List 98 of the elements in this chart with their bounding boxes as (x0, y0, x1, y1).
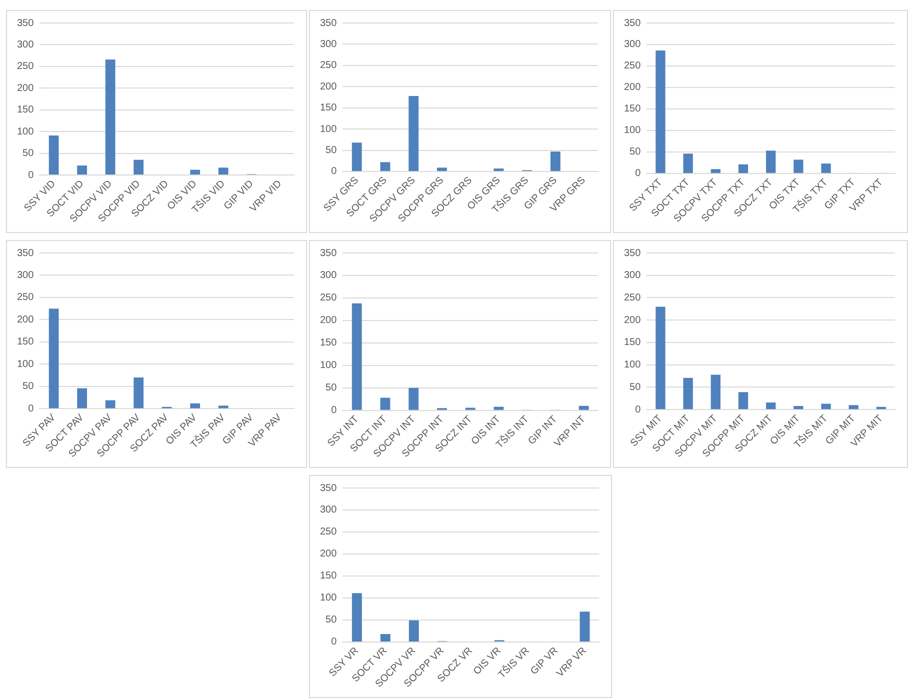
y-tick-label: 300 (320, 270, 338, 282)
y-tick-label: 150 (320, 102, 338, 114)
bar (683, 378, 693, 410)
y-tick-label: 350 (624, 248, 642, 259)
bar (408, 96, 419, 171)
y-tick-label: 100 (16, 358, 34, 370)
y-tick-label: 250 (624, 60, 642, 72)
bar (134, 378, 144, 408)
bar (738, 164, 748, 173)
y-tick-label: 200 (320, 81, 338, 92)
bar (794, 406, 804, 410)
bar (738, 392, 748, 410)
y-tick-label: 0 (28, 170, 34, 181)
bar (494, 406, 504, 410)
bar (77, 165, 88, 175)
bar (766, 150, 776, 173)
y-tick-label: 250 (16, 61, 34, 72)
bar (710, 374, 720, 410)
y-tick-label: 150 (320, 570, 338, 582)
bar (352, 303, 362, 410)
y-tick-label: 200 (320, 315, 338, 326)
y-tick-label: 300 (624, 39, 642, 50)
bar (794, 160, 804, 173)
y-tick-label: 0 (635, 404, 642, 416)
y-tick-label: 50 (22, 381, 34, 392)
bar (218, 406, 228, 408)
y-tick-label: 50 (630, 382, 642, 393)
bar (821, 164, 831, 173)
bar (821, 404, 831, 410)
y-tick-label: 150 (624, 104, 642, 115)
y-tick-label: 0 (331, 405, 338, 416)
y-tick-label: 200 (16, 82, 34, 94)
bar (656, 50, 666, 173)
bar (218, 168, 228, 175)
bar (580, 612, 590, 642)
y-tick-label: 350 (624, 18, 642, 29)
bar (380, 398, 390, 410)
y-tick-label: 200 (320, 548, 338, 560)
y-tick-label: 100 (624, 125, 642, 136)
bar (710, 169, 720, 173)
y-tick-label: 0 (331, 166, 338, 178)
bar (190, 403, 200, 408)
bar (683, 154, 693, 173)
y-tick-label: 150 (624, 337, 642, 348)
bar (876, 406, 886, 410)
bar (437, 168, 447, 171)
bar (48, 308, 59, 408)
y-tick-label: 350 (16, 18, 34, 29)
y-tick-label: 0 (28, 403, 34, 414)
y-tick-label: 150 (320, 338, 338, 349)
bar (550, 152, 560, 171)
y-tick-label: 0 (635, 168, 642, 180)
bar (105, 59, 116, 175)
y-tick-label: 100 (320, 592, 338, 604)
bar (380, 162, 390, 171)
y-tick-label: 300 (624, 270, 642, 282)
y-tick-label: 150 (16, 104, 34, 116)
y-tick-label: 250 (320, 292, 338, 304)
y-tick-label: 200 (624, 314, 642, 326)
y-tick-label: 300 (320, 38, 338, 50)
y-tick-label: 100 (624, 360, 642, 371)
y-tick-label: 50 (630, 146, 642, 158)
y-tick-label: 300 (320, 504, 338, 516)
y-tick-label: 100 (16, 126, 34, 138)
y-tick-label: 300 (16, 39, 34, 50)
y-tick-label: 250 (320, 526, 338, 538)
y-tick-label: 100 (320, 124, 338, 135)
y-tick-label: 250 (624, 292, 642, 304)
bar (134, 160, 144, 175)
bar (380, 634, 390, 642)
y-tick-label: 100 (320, 360, 338, 372)
y-tick-label: 50 (22, 148, 34, 160)
bar (48, 135, 59, 175)
y-tick-label: 150 (16, 336, 34, 348)
y-tick-label: 350 (16, 248, 34, 259)
y-tick-label: 200 (624, 82, 642, 94)
y-tick-label: 0 (331, 636, 338, 648)
y-tick-label: 350 (320, 18, 338, 29)
y-tick-label: 50 (326, 145, 338, 156)
bar (578, 406, 589, 410)
bar (190, 170, 200, 175)
y-tick-label: 250 (16, 292, 34, 304)
y-tick-label: 350 (320, 248, 338, 259)
y-tick-label: 300 (16, 270, 34, 281)
bar (105, 400, 116, 408)
y-tick-label: 200 (16, 314, 34, 326)
bar (352, 142, 362, 171)
y-tick-label: 250 (320, 60, 338, 72)
bar (77, 388, 88, 408)
bar (656, 306, 666, 410)
bar (408, 620, 419, 642)
y-tick-label: 50 (326, 382, 338, 394)
bar (408, 388, 419, 410)
bar (766, 402, 776, 410)
bar (352, 593, 362, 642)
y-tick-label: 350 (320, 482, 338, 494)
bar (848, 405, 858, 410)
y-tick-label: 50 (326, 614, 338, 626)
